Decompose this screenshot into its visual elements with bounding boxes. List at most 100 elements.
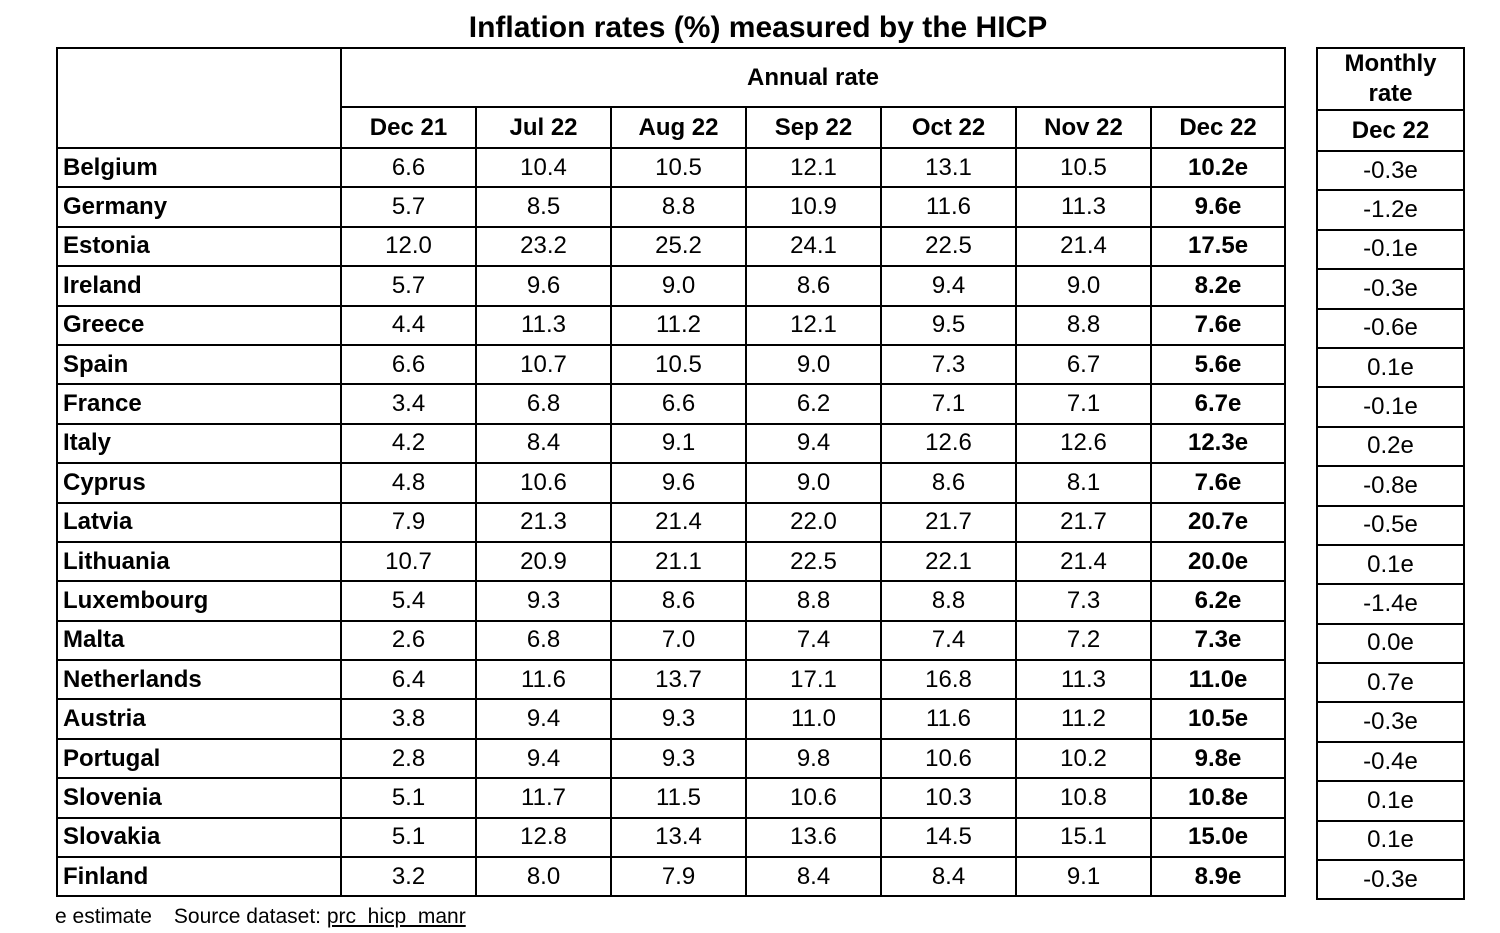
country-name: Slovakia	[56, 816, 342, 859]
table-row: 0.7e	[1316, 662, 1465, 704]
annual-rate-cell: 7.0	[610, 619, 747, 662]
annual-rate-cell: 20.7e	[1149, 501, 1287, 543]
annual-rate-cell: 10.2	[1015, 737, 1152, 780]
annual-column-header: Dec 22	[1149, 106, 1287, 149]
table-row: Latvia 7.9 21.3 21.4 22.0 21.7 21.7 20.7e	[56, 501, 1287, 543]
annual-rate-cell: 5.1	[340, 777, 477, 819]
annual-rate-cell: 9.3	[610, 698, 747, 740]
annual-rate-cell: 10.4	[475, 146, 612, 189]
annual-rate-cell: 22.5	[745, 540, 882, 583]
annual-rate-cell: 11.3	[475, 304, 612, 346]
annual-rate-cell: 11.7	[475, 777, 612, 819]
annual-rate-cell: 3.8	[340, 698, 477, 740]
annual-rate-cell: 9.6	[475, 265, 612, 307]
table-row: -0.4e	[1316, 740, 1465, 783]
country-name: Austria	[56, 698, 342, 740]
annual-rate-cell: 10.6	[745, 777, 882, 819]
annual-rate-cell: 22.1	[880, 540, 1017, 583]
table-row: Cyprus 4.8 10.6 9.6 9.0 8.6 8.1 7.6e	[56, 462, 1287, 504]
annual-rate-cell: 6.2	[745, 383, 882, 425]
annual-rate-cell: 6.6	[340, 146, 477, 189]
monthly-rate-table: Monthly rate Dec 22 -0.3e -1.2e -0.1e -0.3e…	[1316, 47, 1465, 901]
source-dataset-link[interactable]: prc_hicp_manr	[326, 905, 466, 928]
annual-rate-cell: 7.3e	[1149, 619, 1287, 662]
annual-rate-cell: 21.1	[610, 540, 747, 583]
annual-rate-cell: 9.1	[1015, 856, 1152, 898]
country-name: Ireland	[56, 265, 342, 307]
annual-rate-cell: 9.0	[1015, 265, 1152, 307]
annual-rate-cell: 6.7e	[1149, 383, 1287, 425]
table-row: Malta 2.6 6.8 7.0 7.4 7.4 7.2 7.3e	[56, 619, 1287, 662]
estimate-note: e estimate	[55, 905, 152, 928]
country-name: Luxembourg	[56, 580, 342, 622]
country-name: France	[56, 383, 342, 425]
table-row: -0.3e	[1316, 701, 1465, 743]
annual-rate-cell: 5.7	[340, 265, 477, 307]
annual-rate-cell: 7.1	[880, 383, 1017, 425]
annual-rate-cell: 3.2	[340, 856, 477, 898]
annual-rate-cell: 9.4	[880, 265, 1017, 307]
annual-rate-cell: 10.5	[610, 343, 747, 386]
monthly-rate-header: Monthly rate	[1316, 47, 1465, 111]
annual-rate-cell: 8.8	[610, 186, 747, 228]
table-row: 0.1e	[1316, 819, 1465, 862]
annual-rate-cell: 11.0e	[1149, 659, 1287, 701]
country-name: Belgium	[56, 146, 342, 189]
table-row: -0.3e	[1316, 149, 1465, 192]
monthly-rate-cell: -0.3e	[1316, 149, 1465, 192]
country-name: Germany	[56, 186, 342, 228]
annual-rate-cell: 22.0	[745, 501, 882, 543]
annual-rate-cell: 16.8	[880, 659, 1017, 701]
monthly-rate-cell: 0.1e	[1316, 543, 1465, 586]
monthly-rate-cell: -1.2e	[1316, 189, 1465, 231]
monthly-rate-cell: 0.1e	[1316, 346, 1465, 389]
table-row: 0.2e	[1316, 425, 1465, 468]
annual-rate-cell: 25.2	[610, 225, 747, 268]
annual-rate-cell: 8.6	[610, 580, 747, 622]
annual-rate-cell: 6.6	[610, 383, 747, 425]
annual-rate-cell: 7.1	[1015, 383, 1152, 425]
annual-rate-cell: 12.6	[1015, 422, 1152, 465]
annual-rate-cell: 7.3	[880, 343, 1017, 386]
annual-rate-cell: 8.6	[745, 265, 882, 307]
annual-rate-cell: 12.1	[745, 304, 882, 346]
monthly-column-header: Dec 22	[1316, 109, 1465, 152]
annual-rate-cell: 9.4	[745, 422, 882, 465]
monthly-rate-cell: -0.6e	[1316, 307, 1465, 349]
annual-rate-cell: 11.2	[1015, 698, 1152, 740]
table-row: -0.1e	[1316, 228, 1465, 271]
country-name: Slovenia	[56, 777, 342, 819]
country-name: Portugal	[56, 737, 342, 780]
table-row: France 3.4 6.8 6.6 6.2 7.1 7.1 6.7e	[56, 383, 1287, 425]
annual-rate-cell: 12.1	[745, 146, 882, 189]
annual-rate-cell: 13.1	[880, 146, 1017, 189]
annual-rate-cell: 13.6	[745, 816, 882, 859]
country-name: Spain	[56, 343, 342, 386]
country-name: Malta	[56, 619, 342, 662]
table-row: -0.3e	[1316, 268, 1465, 310]
annual-rate-cell: 7.9	[340, 501, 477, 543]
table-row: -0.6e	[1316, 307, 1465, 349]
annual-rate-cell: 10.9	[745, 186, 882, 228]
annual-rate-cell: 10.5	[610, 146, 747, 189]
annual-rate-cell: 11.0	[745, 698, 882, 740]
annual-rate-cell: 21.3	[475, 501, 612, 543]
annual-rate-cell: 13.7	[610, 659, 747, 701]
annual-rate-cell: 6.8	[475, 383, 612, 425]
source-label: Source dataset:	[173, 905, 321, 928]
annual-rate-cell: 8.4	[880, 856, 1017, 898]
annual-rate-cell: 2.6	[340, 619, 477, 662]
annual-rate-cell: 10.8e	[1149, 777, 1287, 819]
annual-column-header: Aug 22	[610, 106, 747, 149]
annual-rate-cell: 9.1	[610, 422, 747, 465]
annual-rate-cell: 9.6e	[1149, 186, 1287, 228]
monthly-rate-cell: -0.8e	[1316, 465, 1465, 507]
annual-rate-cell: 10.3	[880, 777, 1017, 819]
annual-rate-cell: 8.8	[745, 580, 882, 622]
annual-rate-cell: 12.8	[475, 816, 612, 859]
table-row: Germany 5.7 8.5 8.8 10.9 11.6 11.3 9.6e	[56, 186, 1287, 228]
annual-rate-cell: 4.8	[340, 462, 477, 504]
monthly-rate-cell: -0.4e	[1316, 740, 1465, 783]
annual-rate-cell: 11.3	[1015, 186, 1152, 228]
annual-rate-cell: 8.9e	[1149, 856, 1287, 898]
